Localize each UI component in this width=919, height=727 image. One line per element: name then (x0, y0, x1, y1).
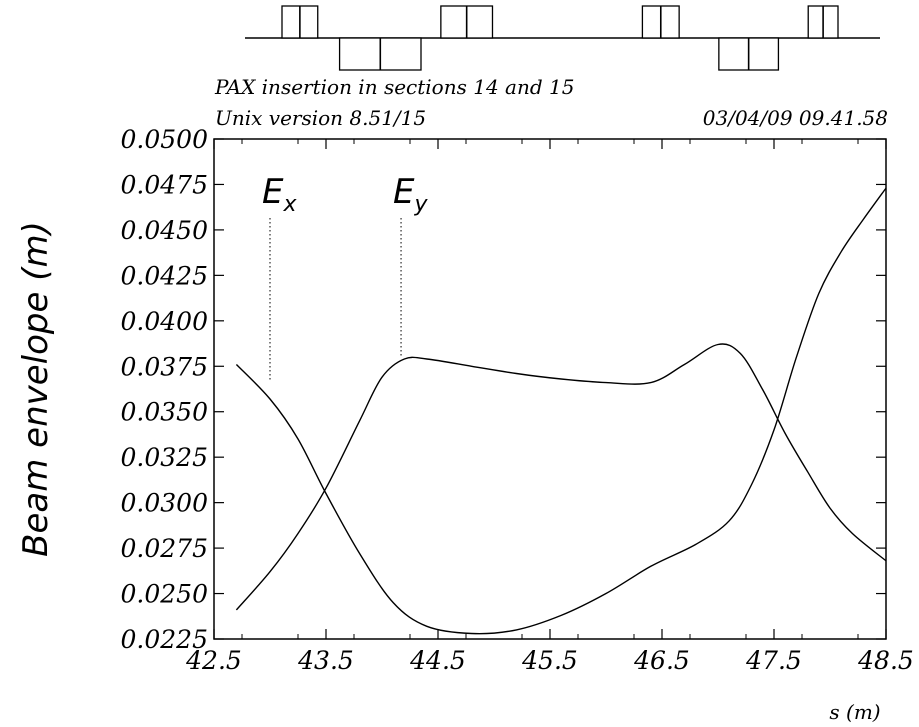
x-tick-label: 43.5 (297, 646, 354, 675)
y-axis: 0.0225 0.0250 0.0275 0.0300 0.0325 0.0350 0.03… (121, 125, 886, 654)
y-tick-label: 0.0500 (121, 125, 209, 154)
series-layer (235, 187, 887, 635)
series-line-e-x (235, 187, 887, 635)
x-tick-label: 42.5 (185, 646, 242, 675)
x-axis-label: s (m) (829, 700, 880, 724)
x-tick-label: 47.5 (745, 646, 802, 675)
y-tick-label: 0.0450 (121, 216, 209, 245)
plot-frame (213, 138, 887, 640)
y-axis-label: Beam envelope (m) (16, 221, 56, 557)
x-tick-label: 44.5 (409, 646, 466, 675)
x-axis: 42.5 43.5 44.5 45.5 46.5 47.5 48.5 (185, 139, 914, 675)
y-tick-label: 0.0350 (121, 398, 209, 427)
header-line2-right: 03/04/09 09.41.58 (703, 106, 888, 130)
series-line-e-y (235, 343, 887, 611)
header-line2-left: Unix version 8.51/15 (215, 106, 426, 130)
y-tick-label: 0.0475 (121, 170, 208, 199)
x-tick-label: 48.5 (857, 646, 914, 675)
y-tick-label: 0.0225 (121, 625, 208, 654)
annotations: Ex Ey (262, 172, 429, 381)
y-tick-label: 0.0375 (121, 352, 208, 381)
y-tick-label: 0.0250 (121, 580, 209, 609)
y-tick-label: 0.0400 (121, 307, 209, 336)
y-tick-label: 0.0300 (121, 489, 209, 518)
annotation-label: Ex (262, 172, 297, 217)
x-tick-label: 45.5 (521, 646, 578, 675)
y-tick-label: 0.0275 (121, 534, 208, 563)
y-tick-label: 0.0325 (121, 443, 208, 472)
y-tick-label: 0.0425 (121, 261, 208, 290)
lattice-strip (245, 5, 880, 71)
annotation-label: Ey (393, 172, 428, 217)
x-tick-label: 46.5 (633, 646, 690, 675)
header-line1: PAX insertion in sections 14 and 15 (214, 75, 574, 99)
